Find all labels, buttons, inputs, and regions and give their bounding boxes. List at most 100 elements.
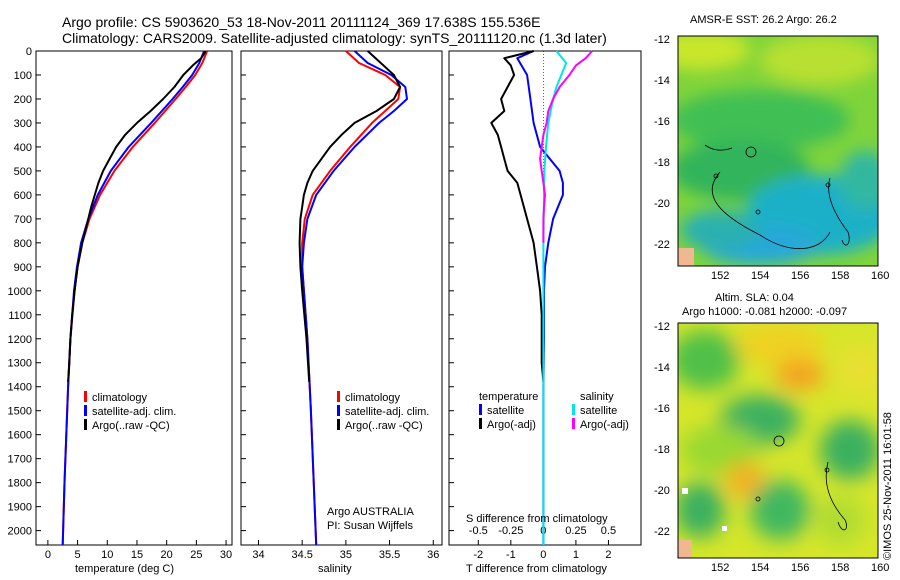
temp-legend: climatology satellite-adj. clim. Argo(..… xyxy=(84,391,176,433)
map-xtick-label: 152 xyxy=(711,562,730,574)
s-tick-label: -0.5 xyxy=(469,525,488,537)
sal-legend-satellite: satellite-adj. clim. xyxy=(337,405,429,419)
sst-map-field xyxy=(678,36,878,266)
map-xtick-label: 156 xyxy=(791,562,810,574)
depth-tick-label: 500 xyxy=(14,166,32,178)
difference-xtick-label: 2 xyxy=(605,549,611,561)
map-xtick-label: 158 xyxy=(831,562,850,574)
depth-tick-label: 0 xyxy=(26,46,32,58)
panel-frame-temperature xyxy=(35,50,233,546)
diff-legend-sal-satellite: satellite xyxy=(572,404,629,418)
map-xtick-label: 154 xyxy=(751,562,770,574)
sla-map-field xyxy=(678,323,878,558)
difference-xtick-label: -2 xyxy=(473,549,483,561)
difference-series-satellite-salinity- xyxy=(542,50,568,545)
depth-tick-label: 1200 xyxy=(8,334,32,346)
s-difference-label: S difference from climatology xyxy=(466,513,608,525)
map-ytick-label: -16 xyxy=(654,403,670,415)
diff-legend-temperature: temperature satellite Argo(-adj) xyxy=(479,391,538,432)
map-ytick-label: -14 xyxy=(654,75,670,87)
salinity-series-satellite-adj-clim- xyxy=(301,50,408,546)
diff-legend-temp-title: temperature xyxy=(479,391,539,403)
depth-tick-label: 400 xyxy=(14,142,32,154)
map-ytick-label: -22 xyxy=(654,526,670,538)
depth-tick-label: 200 xyxy=(14,94,32,106)
difference-xtick-label: 0 xyxy=(540,549,546,561)
temperature-series-satellite-adj-clim- xyxy=(61,50,206,546)
s-tick-label: -0.25 xyxy=(498,525,523,537)
map-ytick-label: -12 xyxy=(654,34,670,46)
sal-legend: climatology satellite-adj. clim. Argo(..… xyxy=(337,391,429,433)
map-ytick-label: -14 xyxy=(654,362,670,374)
depth-tick-label: 2000 xyxy=(8,526,32,538)
difference-series-argo-adj- xyxy=(490,50,545,382)
depth-tick-label: 1900 xyxy=(8,502,32,514)
diff-legend-temp-argo: Argo(-adj) xyxy=(479,418,538,432)
map-ytick-label: -16 xyxy=(654,116,670,128)
map-ytick-label: -18 xyxy=(654,157,670,169)
map-xtick-label: 156 xyxy=(791,270,810,282)
map-ytick-label: -20 xyxy=(654,485,670,497)
sla-map-title-1: Altim. SLA: 0.04 xyxy=(715,292,794,304)
map-xtick-label: 160 xyxy=(871,562,890,574)
salinity-xtick-label: 35 xyxy=(340,549,352,561)
sla-map-contours xyxy=(755,435,847,531)
map-xtick-label: 158 xyxy=(831,270,850,282)
diff-legend-sal-argo: Argo(-adj) xyxy=(572,418,629,432)
map-xtick-label: 154 xyxy=(751,270,770,282)
temp-legend-climatology: climatology xyxy=(84,391,176,405)
panel-frame-difference xyxy=(448,50,642,546)
depth-tick-label: 1300 xyxy=(8,358,32,370)
s-tick-label: 0.5 xyxy=(601,525,616,537)
map-xtick-label: 160 xyxy=(871,270,890,282)
salinity-xtick-label: 35.5 xyxy=(379,549,400,561)
depth-tick-label: 1100 xyxy=(8,310,32,322)
map-ytick-label: -22 xyxy=(654,239,670,251)
temperature-xtick-label: 15 xyxy=(131,549,143,561)
difference-xtick-label: 1 xyxy=(573,549,579,561)
depth-tick-label: 1800 xyxy=(8,478,32,490)
sst-map-title: AMSR-E SST: 26.2 Argo: 26.2 xyxy=(690,14,837,26)
temperature-series-argo-raw-qc- xyxy=(67,50,207,382)
depth-tick-label: 700 xyxy=(14,214,32,226)
sla-map-frame xyxy=(677,322,879,559)
map-xtick-label: 152 xyxy=(711,270,730,282)
depth-tick-label: 100 xyxy=(14,70,32,82)
temp-legend-argo: Argo(..raw -QC) xyxy=(84,419,176,433)
salinity-xtick-label: 34 xyxy=(252,549,264,561)
sal-legend-climatology: climatology xyxy=(337,391,429,405)
sal-annotation-line2: PI: Susan Wijffels xyxy=(327,520,413,532)
salinity-xtick-label: 36 xyxy=(427,549,439,561)
depth-tick-label: 1400 xyxy=(8,382,32,394)
temperature-xtick-label: 10 xyxy=(101,549,113,561)
depth-tick-label: 300 xyxy=(14,118,32,130)
depth-tick-label: 900 xyxy=(14,262,32,274)
sal-annotation-line1: Argo AUSTRALIA xyxy=(327,506,414,518)
difference-xtick-label: -1 xyxy=(506,549,516,561)
depth-tick-label: 1600 xyxy=(8,430,32,442)
temp-xlabel: temperature (deg C) xyxy=(75,563,175,575)
salinity-series-argo-raw-qc- xyxy=(298,50,402,382)
temperature-xtick-label: 0 xyxy=(45,549,51,561)
difference-series-argo-adj-salinity- xyxy=(539,50,593,243)
map-ytick-label: -20 xyxy=(654,198,670,210)
depth-tick-label: 600 xyxy=(14,190,32,202)
salinity-xtick-label: 34.5 xyxy=(291,549,312,561)
sla-map-title-2: Argo h1000: -0.081 h2000: -0.097 xyxy=(682,306,848,318)
temp-legend-satellite: satellite-adj. clim. xyxy=(84,405,176,419)
temperature-xtick-label: 25 xyxy=(190,549,202,561)
depth-tick-label: 800 xyxy=(14,238,32,250)
map-ytick-label: -18 xyxy=(654,444,670,456)
diff-legend-salinity: salinity satellite Argo(-adj) xyxy=(572,391,629,432)
sal-legend-argo: Argo(..raw -QC) xyxy=(337,419,429,433)
sal-xlabel: salinity xyxy=(318,563,352,575)
imos-timestamp: ©IMOS 25-Nov-2011 16:01:58 xyxy=(882,412,894,560)
diff-xlabel: T difference from climatology xyxy=(466,563,607,575)
sst-map-contours xyxy=(704,144,850,249)
temperature-xtick-label: 30 xyxy=(220,549,232,561)
sst-map-frame xyxy=(677,35,879,267)
depth-tick-label: 1000 xyxy=(8,286,32,298)
depth-tick-label: 1500 xyxy=(8,406,32,418)
